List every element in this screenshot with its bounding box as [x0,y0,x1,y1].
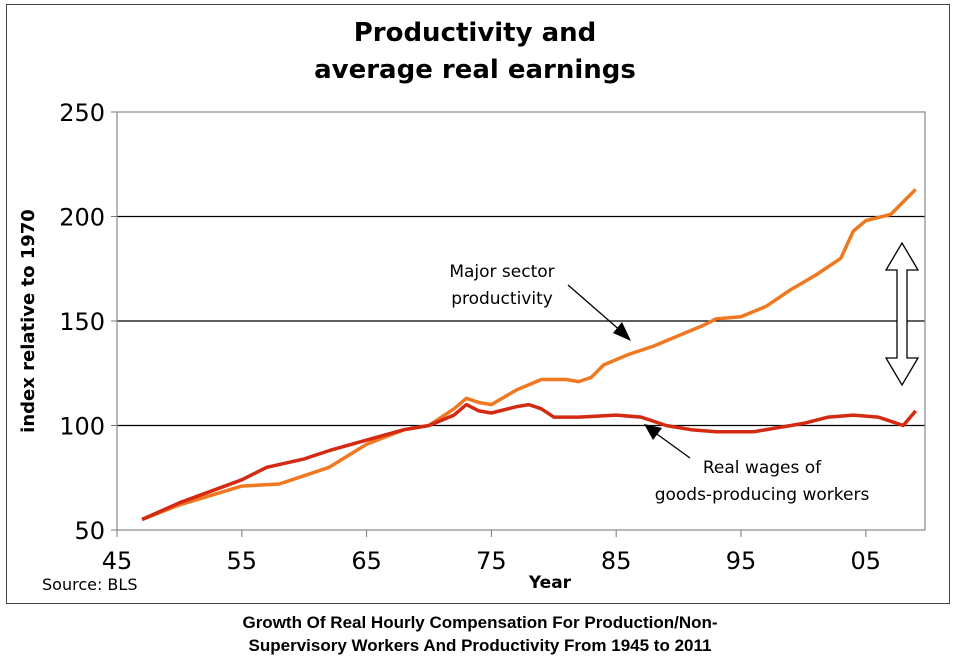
x-tick-label: 95 [726,547,757,575]
x-tick-label: 65 [351,547,382,575]
source-note: Source: BLS [42,575,137,594]
y-axis-label: index relative to 1970 [18,209,39,433]
chart-title-line-2: average real earnings [314,55,636,85]
x-tick-label: 45 [102,547,133,575]
productivity-annotation: productivity [451,289,553,309]
caption-line-1: Growth Of Real Hourly Compensation For P… [242,613,718,632]
x-tick-label: 55 [227,547,258,575]
chart-title-line-1: Productivity and [353,18,597,48]
plot-area [116,111,926,531]
wages-annotation: goods-producing workers [655,485,870,505]
arrow-head-icon [613,322,631,341]
x-tick-label: 05 [851,547,882,575]
x-tick-label: 85 [601,547,632,575]
gap-double-arrow-icon [884,241,920,387]
x-axis-label: Year [528,573,572,593]
wages-arrow-line [653,431,691,459]
caption-line-2: Supervisory Workers And Productivity Fro… [248,636,712,655]
chart-frame [6,4,950,604]
productivity-arrow-line [567,284,623,333]
wages-annotation: Real wages of [703,458,822,478]
y-tick-label: 100 [59,413,105,441]
y-tick-label: 50 [74,517,105,545]
x-tick-label: 75 [476,547,507,575]
y-tick-label: 200 [59,204,105,232]
arrow-head-icon [644,424,662,440]
series-line-productivity [141,188,917,522]
y-tick-label: 250 [59,99,105,127]
y-tick-label: 150 [59,308,105,336]
series-line-wages [141,402,918,522]
productivity-annotation: Major sector [449,262,554,282]
